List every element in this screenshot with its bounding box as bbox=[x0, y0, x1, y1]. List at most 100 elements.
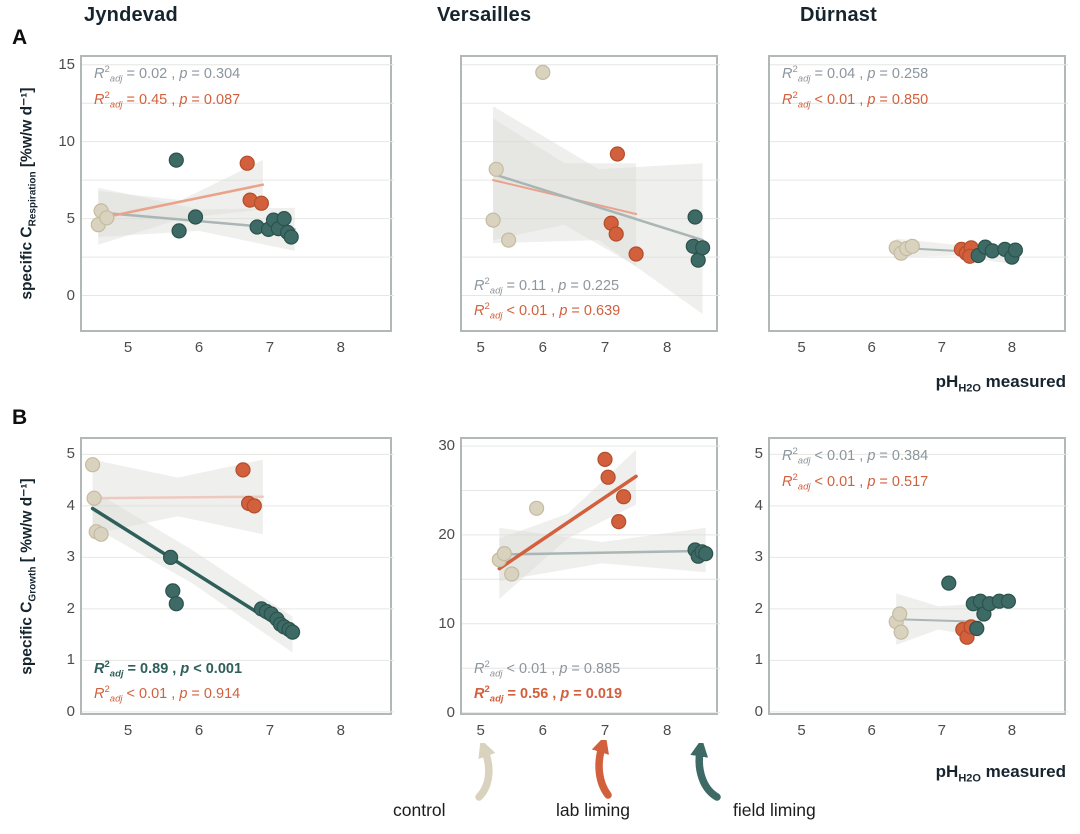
x-tick-label: 5 bbox=[123, 722, 133, 739]
confidence-band bbox=[493, 106, 703, 314]
y-tick-label: 1 bbox=[66, 651, 75, 669]
stat-line: R2adj = 0.45 , p = 0.087 bbox=[94, 89, 241, 111]
data-point-field bbox=[165, 583, 181, 599]
y-tick-label: 3 bbox=[66, 548, 75, 566]
y-tick-label: 4 bbox=[754, 496, 763, 514]
regression-line bbox=[497, 474, 638, 571]
panel-durnast-growth: 5 6 7 8 0 1 2 3 4 5 R2adj < 0.01 , p = 0.384 R2adj … bbox=[755, 437, 1068, 739]
data-point-lab bbox=[608, 226, 624, 242]
data-point-control bbox=[93, 526, 109, 542]
y-tick-label: 0 bbox=[66, 702, 75, 720]
scatter-plot bbox=[462, 445, 720, 714]
regression-line bbox=[491, 172, 704, 242]
data-point-lab bbox=[253, 195, 269, 211]
row-label-a: A bbox=[12, 26, 28, 49]
data-point-field bbox=[162, 549, 179, 566]
stat-line: R2adj = 0.02 , p = 0.304 bbox=[94, 64, 241, 85]
data-point-lab bbox=[616, 489, 632, 505]
x-tick-label: 8 bbox=[336, 722, 345, 739]
scatter-plot bbox=[770, 64, 1068, 296]
y-tick-label: 4 bbox=[66, 496, 75, 514]
x-tick-label: 6 bbox=[867, 722, 876, 739]
data-point-field bbox=[276, 211, 292, 227]
field-liming-arrow-icon bbox=[690, 743, 721, 801]
y-axis-label-respiration: specific CRespiration [%w/w d⁻¹] bbox=[18, 87, 39, 300]
y-axis-label-growth: specific CGrowth [ %w/w d⁻¹] bbox=[18, 478, 39, 675]
data-point-control bbox=[504, 566, 520, 582]
data-point-field bbox=[1007, 242, 1023, 258]
stat-line: R2adj < 0.01 , p = 0.850 bbox=[782, 89, 929, 111]
data-point-control bbox=[535, 64, 551, 80]
data-point-control bbox=[485, 212, 501, 228]
data-point-field bbox=[695, 240, 711, 256]
data-point-lab bbox=[609, 146, 625, 162]
x-tick-label: 5 bbox=[797, 722, 806, 739]
x-tick-label: 6 bbox=[194, 339, 204, 356]
x-tick-label: 8 bbox=[1007, 722, 1017, 739]
x-tick-label: 6 bbox=[194, 722, 204, 739]
data-point-control bbox=[86, 490, 102, 506]
y-tick-label: 1 bbox=[754, 651, 763, 669]
stat-line: R2adj < 0.01 , p = 0.885 bbox=[474, 658, 621, 680]
data-point-lab bbox=[611, 513, 627, 530]
stat-line: R2adj = 0.56 , p = 0.019 bbox=[474, 684, 623, 705]
scatter-plot bbox=[462, 64, 720, 314]
x-tick-label: 5 bbox=[476, 339, 485, 356]
x-tick-label: 8 bbox=[336, 339, 345, 356]
x-tick-label: 7 bbox=[265, 722, 275, 739]
x-tick-label: 7 bbox=[937, 339, 946, 356]
x-tick-label: 7 bbox=[600, 722, 610, 739]
data-point-control bbox=[99, 210, 115, 226]
x-tick-label: 8 bbox=[663, 339, 672, 356]
stat-line: R2adj = 0.11 , p = 0.225 bbox=[474, 275, 620, 297]
data-point-lab bbox=[597, 451, 613, 467]
data-point-control bbox=[496, 545, 512, 562]
x-tick-label: 6 bbox=[867, 339, 876, 356]
data-point-field bbox=[698, 545, 714, 562]
confidence-band bbox=[499, 527, 706, 582]
stat-line: R2adj = 0.89 , p < 0.001 bbox=[94, 658, 243, 680]
stat-line: R2adj < 0.01 , p = 0.914 bbox=[94, 684, 241, 705]
data-point-lab bbox=[628, 246, 644, 262]
data-point-control bbox=[892, 606, 908, 622]
data-point-control bbox=[85, 457, 101, 473]
y-tick-label: 10 bbox=[438, 614, 455, 632]
x-tick-label: 7 bbox=[265, 339, 275, 356]
data-point-field bbox=[941, 575, 957, 591]
legend-label-control: control bbox=[393, 800, 446, 820]
regression-line bbox=[91, 495, 265, 500]
regression-line bbox=[97, 183, 265, 220]
legend-label-field-liming: field liming bbox=[733, 800, 816, 820]
y-tick-label: 30 bbox=[438, 437, 455, 455]
data-point-field bbox=[285, 624, 301, 640]
data-point-control bbox=[528, 500, 545, 516]
x-tick-label: 7 bbox=[600, 339, 610, 356]
y-tick-label: 0 bbox=[754, 702, 763, 720]
regression-stats: R2adj = 0.02 , p = 0.304 R2adj = 0.45 , p… bbox=[94, 64, 240, 110]
y-tick-label: 2 bbox=[66, 599, 75, 617]
row-label-b: B bbox=[12, 406, 28, 429]
x-tick-label: 6 bbox=[538, 339, 547, 356]
panel-jyndevad-growth: 5 6 7 8 0 1 2 3 4 5 R2adj = 0.89 , p < 0.001 R2adj … bbox=[67, 437, 394, 739]
panel-durnast-respiration: 5 6 7 8 R2adj = 0.04 , p = 0.258 R2adj < 0.01… bbox=[768, 55, 1068, 356]
data-point-field bbox=[1000, 593, 1016, 609]
regression-line bbox=[498, 549, 707, 556]
data-point-control bbox=[488, 161, 504, 177]
data-point-field bbox=[984, 243, 1000, 259]
data-point-field bbox=[171, 223, 187, 239]
y-tick-label: 10 bbox=[58, 132, 75, 150]
x-tick-label: 8 bbox=[1007, 339, 1017, 356]
scatter-plot bbox=[82, 64, 394, 296]
stat-line: R2adj = 0.04 , p = 0.258 bbox=[782, 64, 929, 85]
regression-stats: R2adj < 0.01 , p = 0.885 R2adj = 0.56 , p… bbox=[474, 659, 622, 705]
data-point-lab bbox=[246, 498, 262, 514]
y-tick-label: 20 bbox=[438, 525, 455, 543]
x-tick-label: 7 bbox=[937, 722, 946, 739]
data-point-field bbox=[187, 209, 204, 225]
y-tick-label: 5 bbox=[754, 445, 763, 463]
panel-versailles-respiration: 5 6 7 8 R2adj = 0.11 , p = 0.225 R2adj < 0.01… bbox=[460, 55, 720, 356]
x-tick-label: 6 bbox=[538, 722, 547, 739]
data-point-control bbox=[500, 232, 517, 248]
scatter-plot bbox=[82, 453, 394, 713]
